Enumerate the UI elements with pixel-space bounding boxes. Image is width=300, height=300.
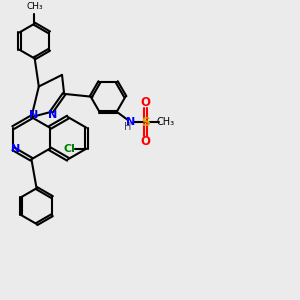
Text: N: N: [11, 144, 20, 154]
Text: S: S: [141, 116, 150, 128]
Text: O: O: [140, 96, 150, 109]
Text: N: N: [48, 110, 58, 120]
Text: O: O: [140, 135, 150, 148]
Text: CH₃: CH₃: [26, 2, 43, 10]
Text: N: N: [126, 117, 135, 127]
Text: CH₃: CH₃: [157, 117, 175, 127]
Text: N: N: [28, 110, 38, 120]
Text: H: H: [124, 122, 131, 132]
Text: Cl: Cl: [64, 144, 76, 154]
